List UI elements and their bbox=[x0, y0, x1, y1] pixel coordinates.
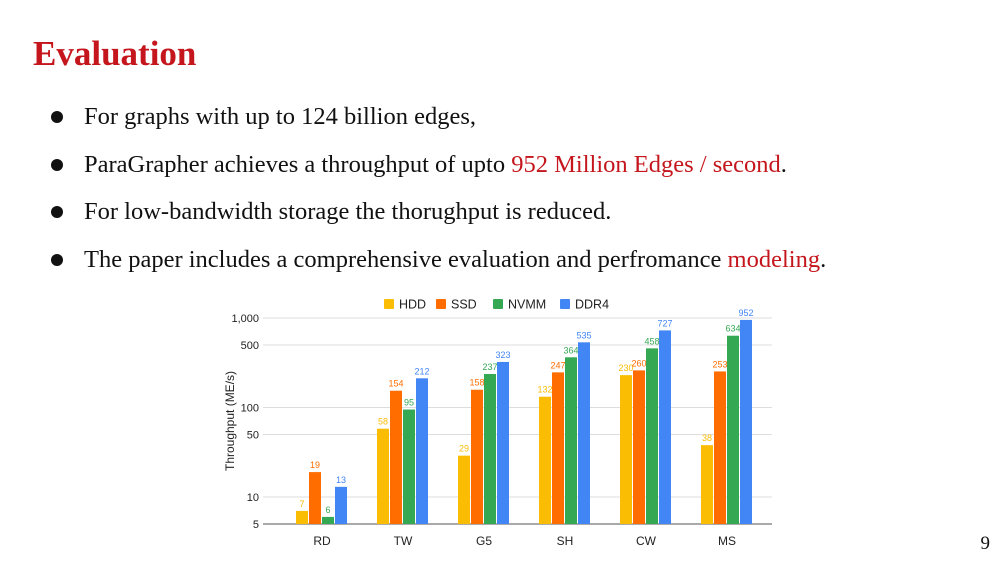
bar-hdd bbox=[539, 396, 551, 524]
y-tick-label: 100 bbox=[241, 403, 259, 415]
bar-ddr4 bbox=[578, 342, 590, 524]
bar-hdd bbox=[377, 428, 389, 524]
x-tick-label: MS bbox=[718, 534, 736, 548]
highlight-text: modeling bbox=[727, 245, 821, 273]
slide-title: Evaluation bbox=[33, 34, 197, 73]
bar-hdd bbox=[701, 445, 713, 524]
data-label: 38 bbox=[702, 433, 712, 443]
data-label: 29 bbox=[459, 444, 469, 454]
bullet-dot-icon bbox=[51, 206, 63, 218]
x-tick-label: RD bbox=[313, 534, 331, 548]
y-tick-label: 10 bbox=[247, 492, 259, 504]
data-label: 634 bbox=[725, 324, 740, 334]
bar-nvmm bbox=[322, 516, 334, 524]
data-label: 19 bbox=[310, 460, 320, 470]
data-label: 458 bbox=[644, 336, 659, 346]
data-label: 247 bbox=[550, 360, 565, 370]
data-label: 212 bbox=[414, 366, 429, 376]
x-tick-label: TW bbox=[394, 534, 413, 548]
data-label: 132 bbox=[537, 385, 552, 395]
y-tick-label: 50 bbox=[247, 429, 259, 441]
bar-ssd bbox=[633, 370, 645, 524]
legend-label: NVMM bbox=[508, 298, 546, 312]
data-label: 6 bbox=[325, 505, 330, 515]
legend-swatch-ddr4 bbox=[560, 299, 570, 309]
bullet-dot-icon bbox=[51, 158, 63, 171]
y-axis-label: Throughput (ME/s) bbox=[223, 371, 237, 471]
bullet-text: For low-bandwidth storage the thorughput… bbox=[84, 198, 612, 225]
legend-swatch-nvmm bbox=[493, 299, 503, 309]
bar-ddr4 bbox=[659, 330, 671, 524]
bar-ssd bbox=[390, 390, 402, 524]
data-label: 58 bbox=[378, 417, 388, 427]
bullet-list: For graphs with up to 124 billion edges,… bbox=[48, 100, 826, 290]
bar-nvmm bbox=[403, 409, 415, 524]
bar-nvmm bbox=[565, 357, 577, 524]
legend-label: DDR4 bbox=[575, 298, 609, 312]
bar-ssd bbox=[552, 372, 564, 524]
x-tick-label: CW bbox=[636, 534, 657, 548]
bar-ssd bbox=[309, 472, 321, 524]
bullet-dot-icon bbox=[51, 253, 63, 266]
data-label: 13 bbox=[336, 475, 346, 485]
data-label: 253 bbox=[712, 359, 727, 369]
legend-swatch-hdd bbox=[384, 299, 394, 309]
data-label: 154 bbox=[388, 379, 403, 389]
bar-ddr4 bbox=[416, 378, 428, 524]
data-label: 230 bbox=[618, 363, 633, 373]
data-label: 727 bbox=[657, 318, 672, 328]
bar-ddr4 bbox=[740, 319, 752, 524]
y-tick-label: 500 bbox=[241, 340, 259, 352]
bullet-text: ParaGrapher achieves a throughput of upt… bbox=[84, 150, 512, 178]
bar-ssd bbox=[471, 389, 483, 524]
bullet-dot-icon bbox=[51, 111, 63, 123]
data-label: 95 bbox=[404, 398, 414, 408]
bar-nvmm bbox=[484, 373, 496, 524]
legend-label: SSD bbox=[451, 298, 477, 312]
data-label: 260 bbox=[631, 358, 646, 368]
bullet-text: . bbox=[820, 245, 827, 273]
highlight-text: 952 Million Edges / second bbox=[511, 150, 781, 178]
bullet-text: For graphs with up to 124 billion edges, bbox=[84, 103, 476, 130]
data-label: 237 bbox=[482, 362, 497, 372]
data-label: 535 bbox=[576, 330, 591, 340]
bar-hdd bbox=[458, 455, 470, 524]
y-tick-label: 1,000 bbox=[231, 313, 259, 325]
data-label: 7 bbox=[299, 499, 304, 509]
bar-ddr4 bbox=[497, 361, 509, 524]
data-label: 323 bbox=[495, 350, 510, 360]
bar-nvmm bbox=[727, 335, 739, 524]
bullet-item: ParaGrapher achieves a throughput of upt… bbox=[48, 148, 826, 196]
legend-swatch-ssd bbox=[436, 299, 446, 309]
bar-hdd bbox=[620, 375, 632, 524]
bar-ddr4 bbox=[335, 486, 347, 524]
bullet-item: The paper includes a comprehensive evalu… bbox=[48, 243, 826, 291]
bar-hdd bbox=[296, 510, 308, 524]
bullet-text: . bbox=[780, 150, 787, 178]
y-tick-label: 5 bbox=[253, 519, 259, 531]
bullet-text: The paper includes a comprehensive evalu… bbox=[84, 245, 728, 273]
page-number: 9 bbox=[980, 533, 991, 554]
data-label: 952 bbox=[738, 308, 753, 318]
legend-label: HDD bbox=[399, 298, 426, 312]
bullet-item: For graphs with up to 124 billion edges, bbox=[48, 100, 826, 148]
x-tick-label: SH bbox=[557, 534, 574, 548]
data-label: 158 bbox=[469, 378, 484, 388]
bullet-item: For low-bandwidth storage the thorughput… bbox=[48, 195, 826, 243]
x-tick-label: G5 bbox=[476, 534, 492, 548]
bar-ssd bbox=[714, 371, 726, 524]
bar-nvmm bbox=[646, 348, 658, 524]
data-label: 364 bbox=[563, 345, 578, 355]
